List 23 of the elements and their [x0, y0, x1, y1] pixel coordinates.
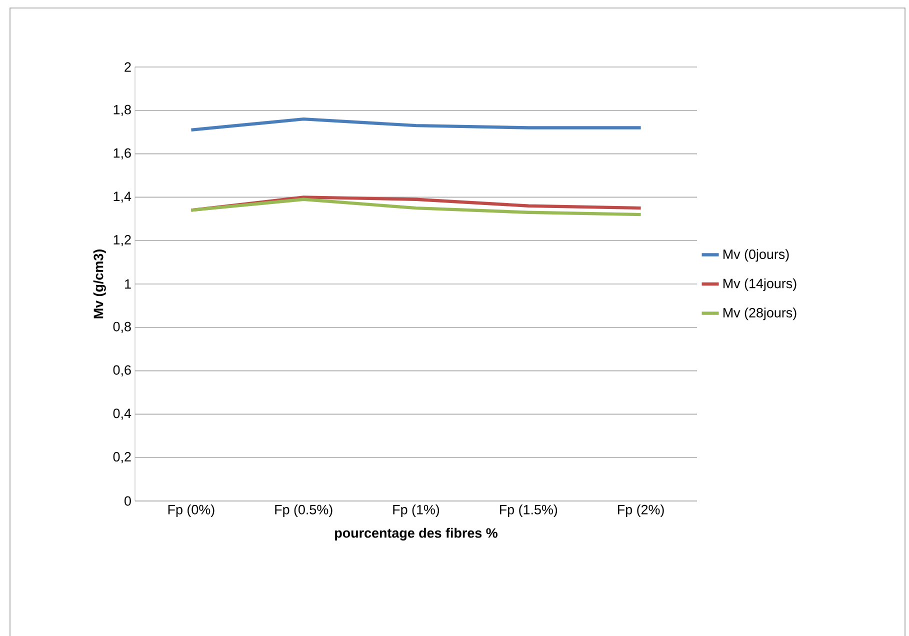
legend-label: Mv (0jours) — [723, 249, 789, 262]
x-tick-label: Fp (0%) — [168, 504, 214, 518]
y-tick-label: 0,2 — [113, 452, 131, 464]
legend-label: Mv (28jours) — [723, 308, 796, 320]
y-tick-label: 2 — [124, 62, 131, 72]
y-tick-label: 0,8 — [113, 322, 131, 333]
line-series — [190, 117, 642, 132]
legend-label: Mv (14jours) — [723, 278, 796, 291]
x-axis-title: pourcentage des fibres % — [335, 528, 498, 540]
y-tick-label: 1,8 — [114, 104, 131, 116]
y-tick-label: 1,6 — [114, 148, 131, 160]
x-tick-label: Fp (1%) — [393, 504, 440, 518]
x-tick-label: Fp (1.5%) — [500, 504, 558, 518]
y-tick-label: 0,4 — [113, 408, 132, 420]
x-tick-label: Fp (0.5%) — [275, 504, 332, 518]
y-tick-label: 1,4 — [114, 192, 132, 203]
y-tick-label: 1,2 — [114, 235, 131, 246]
y-tick-label: 0 — [124, 496, 131, 506]
line-series — [190, 198, 642, 216]
y-tick-label: 0,6 — [113, 365, 131, 376]
x-tick-label: Fp (2%) — [618, 504, 664, 518]
y-axis-title: Mv (g/cm3) — [93, 250, 106, 318]
y-tick-label: 1 — [125, 279, 131, 289]
